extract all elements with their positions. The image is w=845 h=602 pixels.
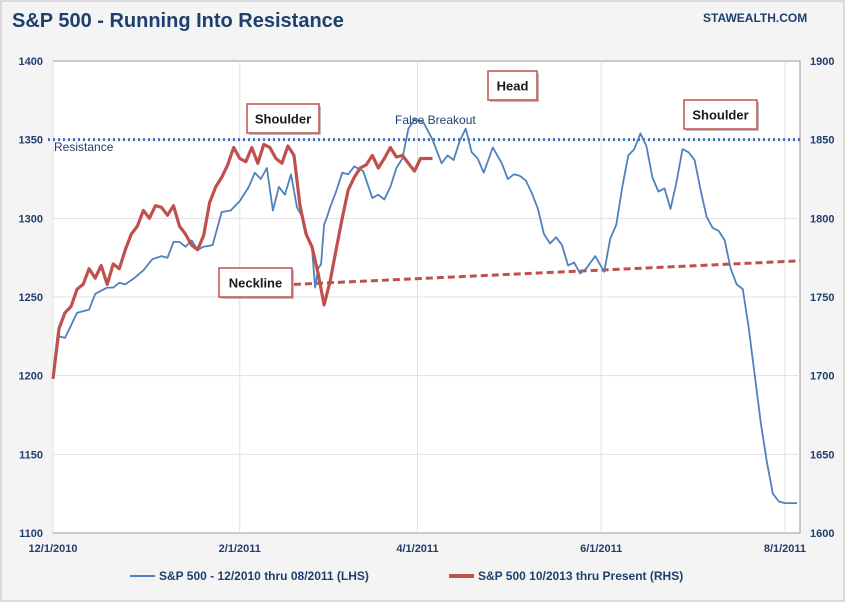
series-lines: [51, 118, 797, 505]
right-tick-label: 1700: [810, 371, 834, 383]
left-tick-label: 1400: [19, 56, 43, 68]
x-tick-label: 4/1/2011: [396, 543, 438, 555]
chart-title: S&P 500 - Running Into Resistance: [12, 10, 344, 32]
right-tick-label: 1900: [810, 56, 834, 68]
x-tick-label: 6/1/2011: [580, 543, 622, 555]
left-axis-ticks: 1100 1150 1200 1250 1300 1350 1400: [19, 56, 43, 540]
right-tick-label: 1800: [810, 213, 834, 225]
annotation-box: [487, 70, 538, 101]
chart-annotations: Shoulder Head Shoulder Neckline False Breako…: [54, 70, 759, 299]
site-label: STAWEALTH.COM: [703, 11, 807, 25]
annotation-label: Neckline: [229, 276, 282, 291]
left-tick-label: 1150: [19, 449, 43, 461]
chart-legend: S&P 500 - 12/2010 thru 08/2011 (LHS) S&P …: [130, 569, 683, 583]
annotation-neckline: Neckline: [218, 267, 294, 299]
level-lines: [48, 138, 801, 286]
neckline-line: [293, 259, 801, 286]
x-tick-label: 2/1/2011: [219, 543, 261, 555]
annotation-box: [246, 103, 320, 134]
legend-label: S&P 500 10/2013 thru Present (RHS): [478, 569, 683, 583]
legend-item-rhs: S&P 500 10/2013 thru Present (RHS): [449, 569, 683, 583]
right-tick-label: 1850: [810, 135, 834, 147]
series-line-rhs: [51, 142, 433, 379]
annotation-shoulder-right: Shoulder: [683, 99, 759, 131]
annotation-label: Head: [497, 79, 529, 94]
x-tick-label: 8/1/2011: [764, 543, 806, 555]
annotation-resistance: Resistance: [54, 140, 114, 154]
left-tick-label: 1200: [19, 371, 43, 383]
x-tick-label: 12/1/2010: [29, 543, 78, 555]
x-axis-ticks: 12/1/2010 2/1/2011 4/1/2011 6/1/2011 8/1/201…: [29, 543, 807, 555]
right-tick-label: 1650: [810, 449, 834, 461]
left-tick-label: 1300: [19, 213, 43, 225]
right-tick-label: 1600: [810, 528, 834, 540]
annotation-false-breakout: False Breakout: [395, 113, 476, 127]
annotation-box: [683, 99, 758, 130]
series-line-lhs: [52, 118, 797, 505]
right-axis-ticks: 1600 1650 1700 1750 1800 1850 1900: [810, 56, 834, 540]
annotation-label: Shoulder: [692, 108, 748, 123]
right-tick-label: 1750: [810, 292, 834, 304]
left-tick-label: 1250: [19, 292, 43, 304]
annotation-shoulder-left: Shoulder: [246, 103, 321, 135]
annotation-box: [218, 267, 293, 298]
left-tick-label: 1350: [19, 135, 43, 147]
annotation-label: Shoulder: [255, 112, 311, 127]
legend-label: S&P 500 - 12/2010 thru 08/2011 (LHS): [159, 569, 369, 583]
annotation-head: Head: [487, 70, 539, 102]
left-tick-label: 1100: [19, 528, 43, 540]
legend-item-lhs: S&P 500 - 12/2010 thru 08/2011 (LHS): [130, 569, 369, 583]
